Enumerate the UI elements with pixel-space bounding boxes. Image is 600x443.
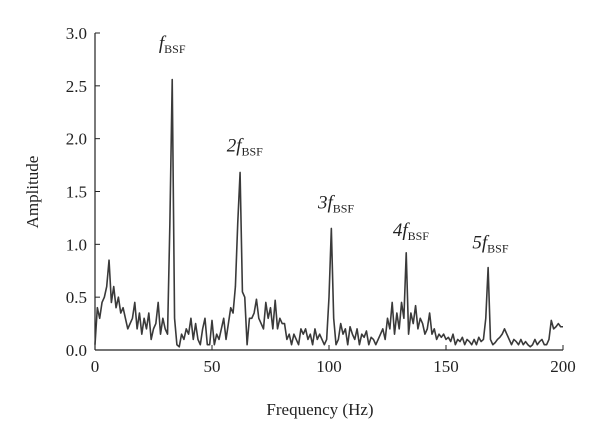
y-tick-label: 1.5 bbox=[66, 183, 87, 202]
y-tick-label: 2.5 bbox=[66, 77, 87, 96]
annotation: 5fBSF bbox=[472, 233, 508, 256]
x-tick-label: 150 bbox=[433, 357, 459, 376]
y-tick-label: 0.5 bbox=[66, 288, 87, 307]
annotation-text: f bbox=[159, 33, 167, 54]
annotation: 2fBSF bbox=[227, 135, 263, 158]
y-tick-label: 1.0 bbox=[66, 235, 87, 254]
annotation: fBSF bbox=[159, 33, 186, 56]
annotation-subscript: BSF bbox=[487, 242, 509, 256]
spectrum-line bbox=[94, 78, 563, 348]
annotation-text: 5f bbox=[472, 233, 490, 254]
y-tick-label: 2.0 bbox=[66, 130, 87, 149]
x-tick-label: 50 bbox=[204, 357, 221, 376]
annotation: 4fBSF bbox=[393, 220, 429, 243]
y-axis-label: Amplitude bbox=[23, 156, 42, 229]
annotation-subscript: BSF bbox=[408, 229, 430, 243]
annotation-text: 4f bbox=[393, 220, 411, 241]
x-tick-label: 200 bbox=[550, 357, 576, 376]
annotation-subscript: BSF bbox=[164, 42, 186, 56]
y-tick-label: 0.0 bbox=[66, 341, 87, 360]
x-tick-label: 100 bbox=[316, 357, 342, 376]
x-tick-label: 0 bbox=[91, 357, 100, 376]
annotation-text: 3f bbox=[317, 192, 336, 213]
annotation-subscript: BSF bbox=[333, 201, 355, 215]
annotation: 3fBSF bbox=[317, 192, 354, 215]
y-tick-label: 3.0 bbox=[66, 24, 87, 43]
x-axis-label: Frequency (Hz) bbox=[266, 400, 373, 419]
annotation-subscript: BSF bbox=[241, 144, 263, 158]
annotation-text: 2f bbox=[227, 135, 245, 156]
